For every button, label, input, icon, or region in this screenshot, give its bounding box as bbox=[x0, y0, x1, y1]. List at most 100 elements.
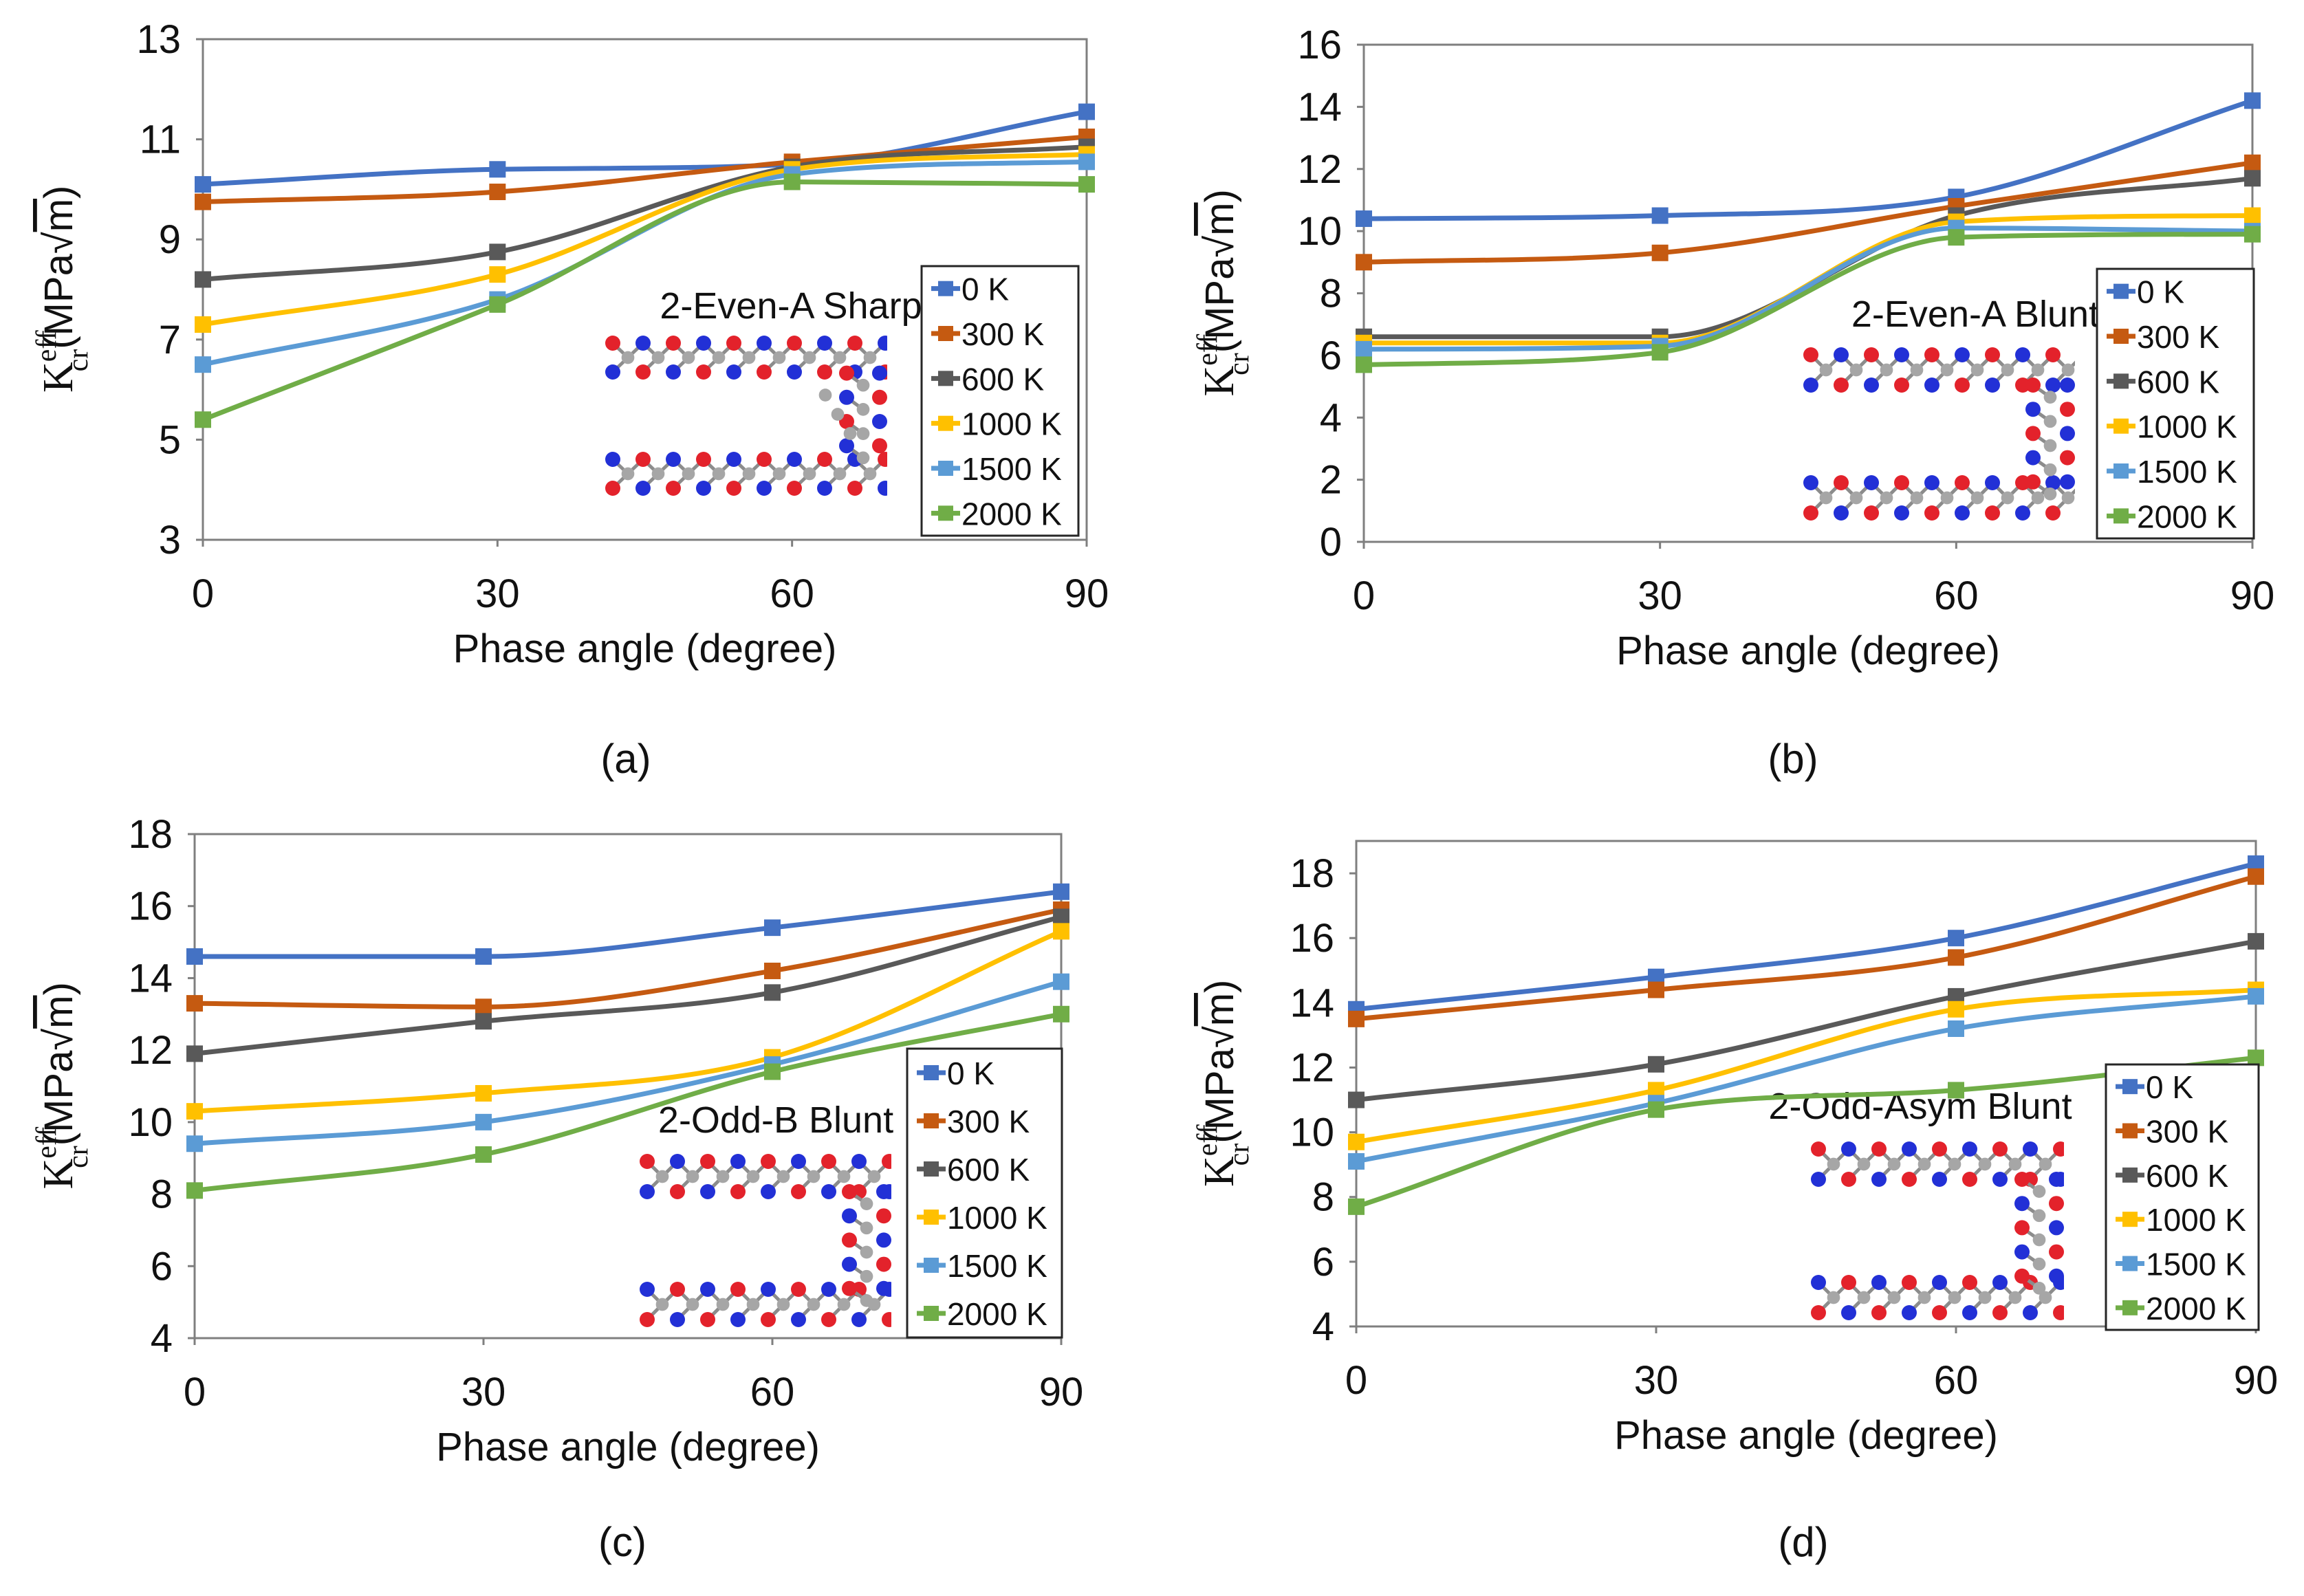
atom bbox=[1970, 363, 1984, 377]
atom bbox=[1992, 1305, 2008, 1320]
atom bbox=[1978, 1157, 1992, 1171]
atom bbox=[635, 364, 651, 380]
x-tick-label: 90 bbox=[2230, 573, 2275, 618]
chart-panel-1: 0 2 4 6 8 10 12 14 16 0 30 60 90 Phase angle (degree)… bbox=[1192, 23, 2274, 782]
data-point-marker bbox=[475, 1013, 492, 1030]
data-point-marker bbox=[1948, 949, 1964, 966]
legend-swatch-marker bbox=[938, 415, 953, 431]
atom bbox=[1803, 505, 1818, 521]
atom bbox=[839, 389, 854, 405]
y-axis-title-text: Keffcr(MPa√m) bbox=[31, 186, 94, 393]
y-axis-title-text: Keffcr(MPa√m) bbox=[1192, 980, 1255, 1187]
atom bbox=[2032, 1257, 2046, 1271]
y-tick-label: 16 bbox=[1290, 916, 1334, 961]
legend-swatch-marker bbox=[2122, 1212, 2138, 1227]
y-axis-close: ) bbox=[36, 186, 81, 199]
legend-label: 2000 K bbox=[961, 496, 1062, 532]
data-point-marker bbox=[186, 1135, 203, 1152]
atom bbox=[726, 364, 741, 380]
atom bbox=[1985, 378, 2000, 393]
chart-panel-3: 4 6 8 10 12 14 16 18 0 30 60 90 Phase angle (degree)… bbox=[1192, 840, 2278, 1565]
atom bbox=[1871, 1305, 1887, 1320]
atom bbox=[1932, 1305, 1947, 1320]
atom bbox=[878, 336, 887, 351]
atom bbox=[2060, 378, 2075, 393]
atom bbox=[1841, 1275, 1856, 1290]
atom bbox=[856, 378, 870, 392]
legend-label: 300 K bbox=[947, 1104, 1030, 1139]
y-axis-subscript: cr bbox=[63, 1146, 94, 1168]
y-tick-label: 4 bbox=[1312, 1304, 1334, 1349]
data-point-marker bbox=[489, 266, 506, 283]
atom bbox=[1985, 347, 2000, 362]
atom bbox=[1887, 1291, 1901, 1304]
legend-swatch-marker bbox=[938, 281, 953, 296]
atom bbox=[696, 452, 711, 467]
legend-swatch-marker bbox=[2113, 418, 2129, 434]
atom bbox=[696, 336, 711, 351]
series-line-2 bbox=[192, 914, 1064, 1056]
atom bbox=[2001, 491, 2014, 505]
atom bbox=[791, 1312, 806, 1327]
atom bbox=[787, 452, 802, 467]
atom bbox=[1864, 505, 1879, 521]
atom bbox=[1910, 491, 1924, 505]
atom bbox=[1811, 1305, 1826, 1320]
data-point-marker bbox=[489, 161, 506, 178]
atom bbox=[1940, 491, 1954, 505]
data-point-marker bbox=[1651, 344, 1669, 361]
atom bbox=[726, 452, 741, 467]
y-tick-label: 14 bbox=[128, 956, 173, 1001]
atom bbox=[842, 1232, 857, 1248]
legend-swatch-marker bbox=[2122, 1167, 2138, 1183]
atom bbox=[700, 1184, 715, 1199]
legend-swatch-marker bbox=[938, 326, 953, 341]
series-line-4 bbox=[1354, 994, 2259, 1164]
x-tick-label: 60 bbox=[750, 1370, 795, 1414]
atom bbox=[2014, 1172, 2030, 1187]
legend-swatch-marker bbox=[2122, 1079, 2138, 1095]
y-tick-label: 10 bbox=[128, 1100, 173, 1145]
atom bbox=[803, 351, 816, 364]
series-line-1 bbox=[1361, 160, 2255, 265]
atom bbox=[682, 351, 695, 364]
legend-label: 1500 K bbox=[2146, 1247, 2246, 1282]
data-point-marker bbox=[1948, 930, 1964, 947]
data-point-marker bbox=[1948, 229, 1965, 246]
atom bbox=[1841, 1141, 1856, 1157]
y-tick-label: 12 bbox=[128, 1028, 173, 1073]
data-point-marker bbox=[2248, 1049, 2264, 1067]
data-point-marker bbox=[2244, 170, 2261, 187]
atom bbox=[2049, 1172, 2064, 1187]
data-point-marker bbox=[1948, 1020, 1964, 1037]
atom bbox=[837, 1170, 851, 1183]
legend-swatch-marker bbox=[924, 1258, 939, 1273]
atom bbox=[817, 364, 832, 380]
data-point-marker bbox=[195, 176, 211, 193]
atom bbox=[2045, 505, 2061, 521]
atom bbox=[1970, 491, 1984, 505]
series-line-2 bbox=[200, 144, 1089, 282]
atom bbox=[842, 1280, 857, 1296]
atom bbox=[1864, 347, 1879, 362]
atom bbox=[2049, 1220, 2064, 1236]
atom bbox=[2008, 1291, 2022, 1304]
atom bbox=[1841, 1172, 1856, 1187]
y-axis-superscript: eff bbox=[31, 1127, 63, 1159]
legend-swatch-marker bbox=[938, 505, 953, 521]
atom bbox=[872, 389, 887, 405]
series-line-0 bbox=[1361, 98, 2255, 221]
atom bbox=[2014, 1196, 2030, 1212]
atom bbox=[635, 452, 651, 467]
data-point-marker bbox=[1356, 340, 1372, 358]
atom bbox=[621, 467, 635, 481]
data-point-marker bbox=[2244, 92, 2261, 109]
atom bbox=[1819, 491, 1833, 505]
atom bbox=[1894, 378, 1909, 393]
atom bbox=[1955, 347, 1970, 362]
atom bbox=[821, 1312, 836, 1327]
atom bbox=[1962, 1275, 1977, 1290]
atom bbox=[640, 1184, 655, 1199]
panel-label: (d) bbox=[1778, 1519, 1828, 1565]
